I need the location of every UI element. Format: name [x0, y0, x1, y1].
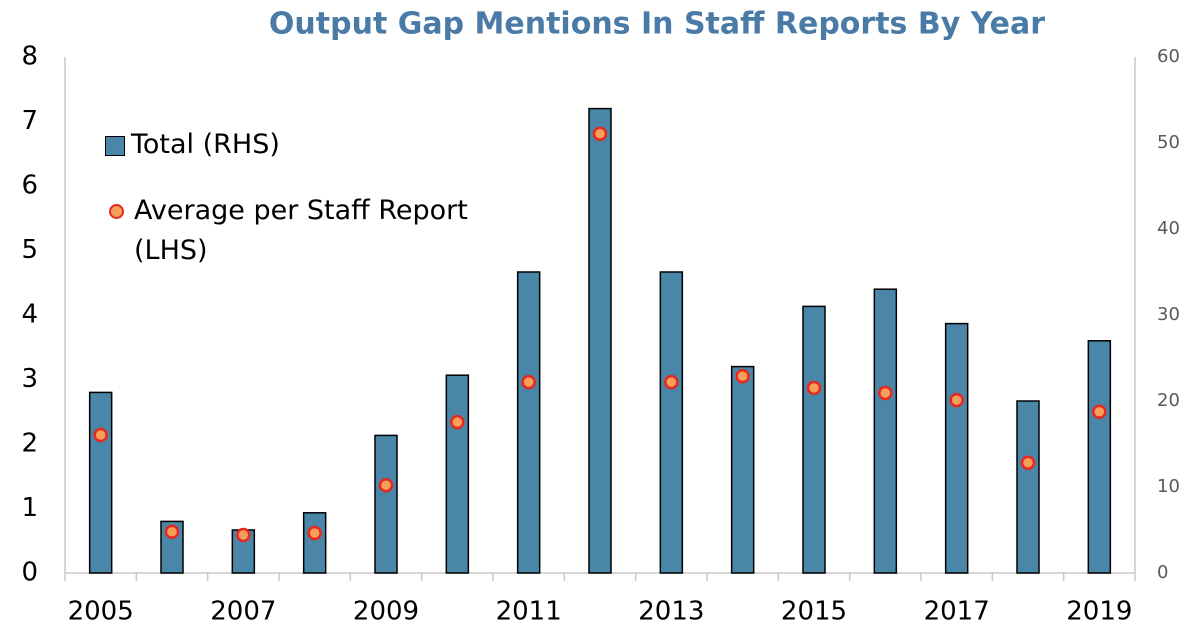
y-tick-label: 8 — [21, 42, 38, 72]
bar — [802, 305, 826, 574]
x-tick-label: 2015 — [781, 597, 847, 627]
y-tick-label: 7 — [21, 106, 38, 136]
y-tick-label: 3 — [21, 364, 38, 394]
bar — [302, 512, 327, 574]
y-tick-label: 6 — [21, 171, 38, 201]
y2-tick-label: 30 — [1157, 304, 1180, 325]
point — [1092, 404, 1107, 419]
point — [664, 374, 679, 390]
legend-swatch — [105, 136, 125, 156]
y-tick-label: 2 — [21, 429, 38, 459]
point — [806, 380, 822, 396]
bar — [1087, 340, 1112, 574]
point — [949, 392, 964, 408]
y2-tick-label: 60 — [1157, 46, 1180, 67]
bar — [445, 374, 470, 574]
point — [735, 369, 750, 384]
point — [378, 478, 394, 493]
point — [1020, 455, 1036, 470]
legend-item: Average per Staff Report (LHS) — [105, 191, 504, 271]
point — [878, 385, 893, 401]
point — [521, 374, 536, 390]
point — [236, 527, 251, 543]
x-tick-label: 2011 — [496, 597, 562, 627]
bar — [88, 391, 113, 574]
x-tick-label: 2007 — [210, 597, 276, 627]
x-tick-label: 2005 — [68, 597, 134, 627]
legend-label: Total (RHS) — [131, 129, 280, 160]
y2-tick-label: 0 — [1157, 562, 1168, 583]
point — [93, 427, 108, 443]
legend-item: Total (RHS) — [105, 125, 504, 165]
point — [450, 414, 465, 430]
point — [592, 126, 608, 142]
bar — [659, 271, 684, 574]
bar — [516, 271, 541, 574]
point — [307, 525, 322, 541]
y2-tick-label: 10 — [1157, 476, 1180, 497]
chart-title: Output Gap Mentions In Staff Reports By … — [269, 7, 1045, 42]
x-tick-label: 2013 — [638, 597, 704, 627]
x-tick-label: 2019 — [1066, 597, 1132, 627]
x-tick-label: 2009 — [353, 597, 419, 627]
point — [164, 524, 180, 539]
y-tick-label: 4 — [21, 300, 38, 330]
y2-tick-label: 20 — [1157, 390, 1180, 411]
bar — [588, 107, 612, 574]
y-tick-label: 0 — [21, 558, 38, 588]
legend: Total (RHS) Average per Staff Report (LH… — [105, 125, 504, 297]
bar — [873, 288, 898, 574]
bar — [1016, 400, 1040, 574]
y2-tick-label: 50 — [1157, 132, 1180, 153]
y-tick-label: 5 — [21, 235, 38, 265]
bar — [730, 365, 755, 574]
x-tick-label: 2017 — [924, 597, 990, 627]
y2-tick-label: 40 — [1157, 218, 1180, 239]
legend-label: Average per Staff Report (LHS) — [134, 195, 468, 266]
y-tick-label: 1 — [21, 493, 38, 523]
bar — [374, 434, 398, 574]
bar — [944, 322, 969, 574]
legend-swatch — [109, 204, 124, 219]
